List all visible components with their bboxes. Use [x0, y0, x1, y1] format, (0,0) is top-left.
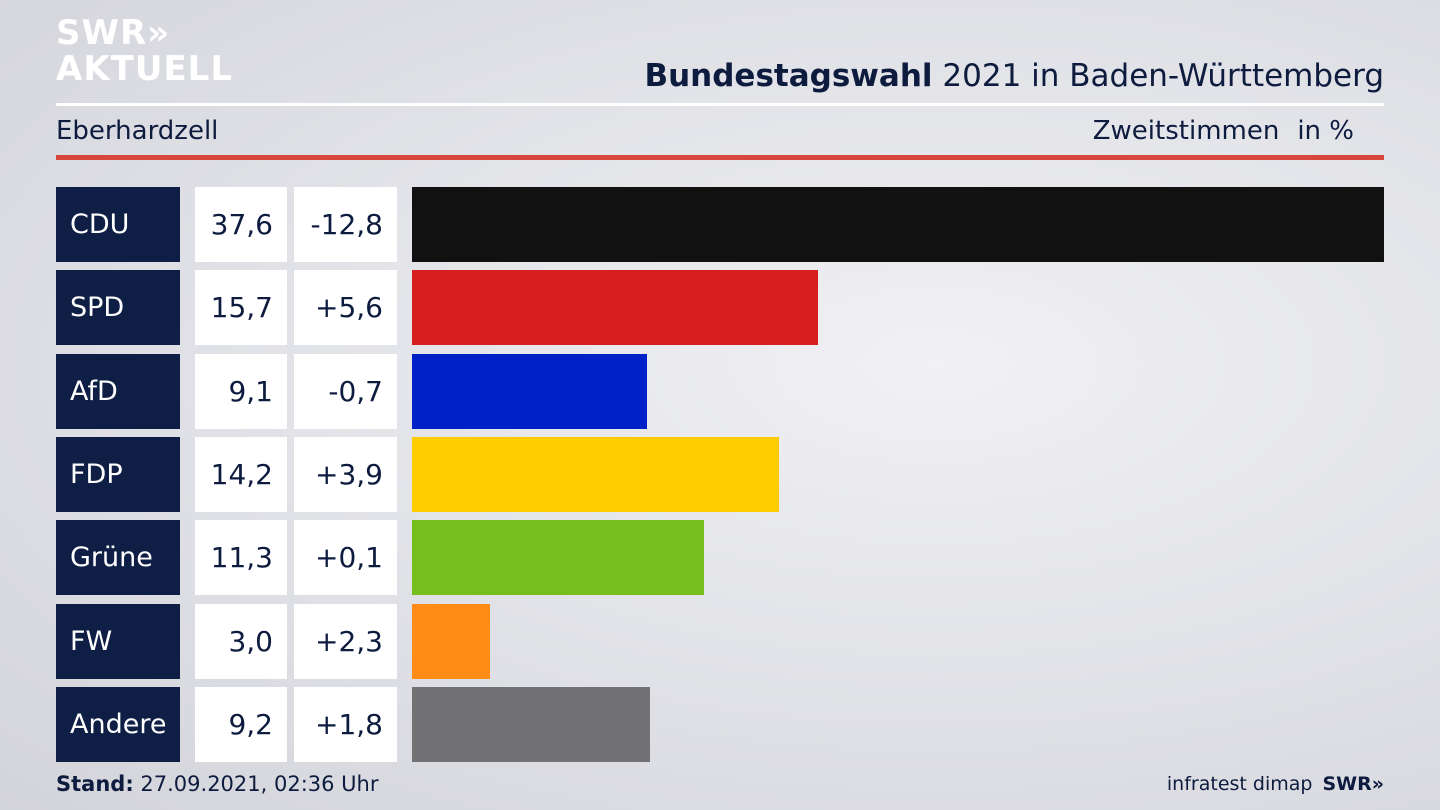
- vote-share-label: 9,1: [195, 353, 287, 429]
- footer-swr-logo: SWR»: [1322, 773, 1384, 795]
- vote-share-label: 14,2: [195, 436, 287, 512]
- title-bold: Bundestagswahl: [644, 58, 933, 94]
- result-bar: [412, 270, 818, 346]
- result-bar: [412, 187, 1384, 262]
- page-title: Bundestagswahl 2021 in Baden-Württemberg: [644, 58, 1384, 94]
- change-label: -0,7: [294, 353, 397, 429]
- change-label: -12,8: [294, 187, 397, 262]
- header-divider: [56, 103, 1384, 106]
- source-name: infratest dimap: [1166, 773, 1313, 795]
- change-label: +1,8: [294, 686, 397, 762]
- result-bar: [412, 353, 648, 429]
- result-row: SPD 15,7 +5,6: [56, 270, 1384, 346]
- party-label: CDU: [56, 187, 180, 262]
- change-label: +0,1: [294, 520, 397, 596]
- measure-label: Zweitstimmen in %: [1075, 116, 1354, 146]
- change-label: +5,6: [294, 270, 397, 346]
- result-bar: [412, 520, 705, 596]
- stand-value: 27.09.2021, 02:36 Uhr: [133, 772, 379, 796]
- result-row: FDP 14,2 +3,9: [56, 436, 1384, 512]
- result-bar: [412, 686, 650, 762]
- party-label: FW: [56, 603, 180, 679]
- party-label: FDP: [56, 436, 180, 512]
- result-bar: [412, 603, 490, 679]
- source-credit: infratest dimap SWR»: [1167, 773, 1384, 795]
- vote-share-label: 3,0: [195, 603, 287, 679]
- result-row: Grüne 11,3 +0,1: [56, 520, 1384, 596]
- logo-line-2: AKTUELL: [56, 49, 234, 89]
- result-bar: [412, 436, 780, 512]
- accent-divider: [56, 155, 1384, 160]
- vote-share-label: 9,2: [195, 686, 287, 762]
- stand-label: Stand:: [56, 772, 134, 796]
- result-row: Andere 9,2 +1,8: [56, 686, 1384, 762]
- party-label: Grüne: [56, 520, 180, 596]
- swr-aktuell-logo: SWR» AKTUELL: [56, 16, 233, 86]
- result-row: FW 3,0 +2,3: [56, 603, 1384, 679]
- vote-share-label: 11,3: [195, 520, 287, 596]
- vote-share-label: 15,7: [195, 270, 287, 346]
- timestamp: Stand: 27.09.2021, 02:36 Uhr: [56, 772, 379, 796]
- change-label: +2,3: [294, 603, 397, 679]
- unit-label: in %: [1297, 116, 1354, 146]
- result-row: AfD 9,1 -0,7: [56, 353, 1384, 429]
- region-label: Eberhardzell: [56, 116, 219, 146]
- party-label: AfD: [56, 353, 180, 429]
- change-label: +3,9: [294, 436, 397, 512]
- logo-line-1: SWR»: [56, 13, 171, 53]
- measure-name: Zweitstimmen: [1092, 116, 1280, 146]
- party-label: Andere: [56, 686, 180, 762]
- result-row: CDU 37,6 -12,8: [56, 187, 1384, 262]
- title-rest: 2021 in Baden-Württemberg: [932, 58, 1384, 94]
- vote-share-label: 37,6: [195, 187, 287, 262]
- party-label: SPD: [56, 270, 180, 346]
